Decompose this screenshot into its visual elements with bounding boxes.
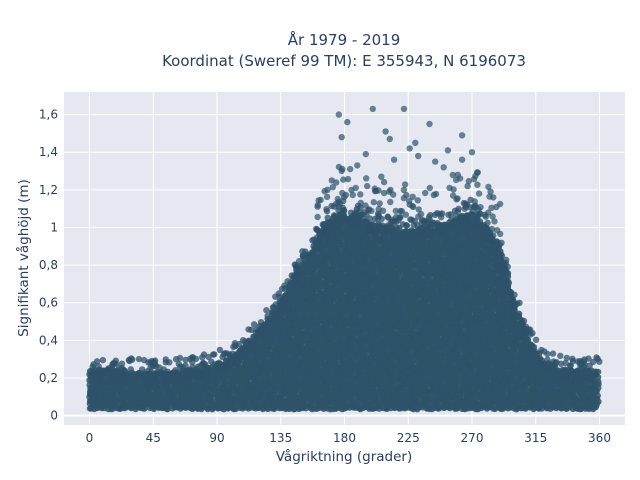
scatter-point: [164, 405, 171, 413]
scatter-point: [141, 405, 148, 412]
scatter-points: [86, 105, 603, 413]
scatter-point: [189, 405, 196, 413]
